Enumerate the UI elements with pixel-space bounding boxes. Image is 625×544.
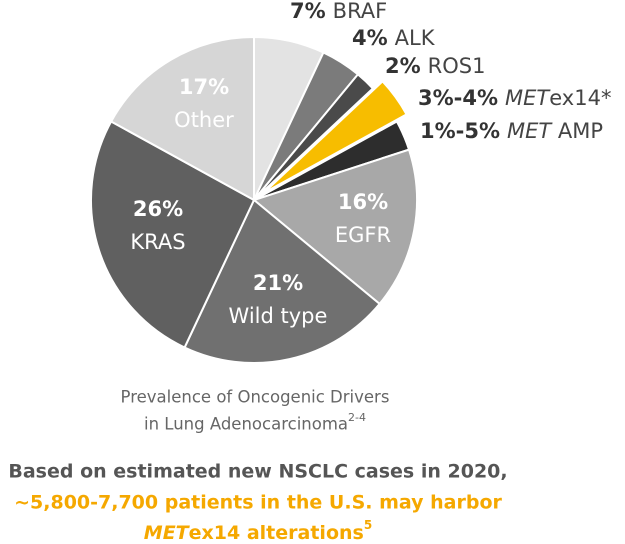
slice-label: METex14* (505, 86, 611, 110)
slice-label: MET AMP (507, 119, 603, 143)
pie-slice (109, 35, 255, 202)
slice-value-label: 26% (133, 197, 183, 221)
slice-value-label: 16% (338, 190, 388, 214)
slice-label: BRAF (333, 0, 388, 23)
slice-label: Wild type (229, 304, 328, 328)
caption: in Lung Adenocarcinoma2-4 (144, 411, 366, 434)
slice-value-label: 17% (179, 75, 229, 99)
pie-slice (253, 72, 375, 201)
slice-value-label: 2% (385, 54, 421, 78)
pie-slice (251, 148, 418, 306)
superscript: 2-4 (348, 411, 366, 424)
footer-text: ~5,800-7,700 patients in the U.S. may ha… (14, 492, 502, 514)
slice-value-label: 21% (253, 271, 303, 295)
slice-label: KRAS (130, 230, 185, 254)
pie-slice (183, 198, 382, 364)
footer-text: METex14 alterations5 (144, 518, 372, 544)
slice-label: ROS1 (428, 54, 486, 78)
slice-label: EGFR (335, 223, 391, 247)
slice-value-label: 3%-4% (418, 86, 498, 110)
slice-label: Other (174, 108, 234, 132)
caption: Prevalence of Oncogenic Drivers (121, 388, 390, 407)
superscript: 5 (364, 518, 372, 532)
slice-value-label: 4% (352, 26, 388, 50)
slice-label: ALK (395, 26, 436, 50)
footer-text: Based on estimated new NSCLC cases in 20… (8, 461, 507, 483)
slice-value-label: 7% (290, 0, 326, 23)
slice-value-label: 1%-5% (420, 119, 500, 143)
pie-slice (263, 79, 408, 194)
